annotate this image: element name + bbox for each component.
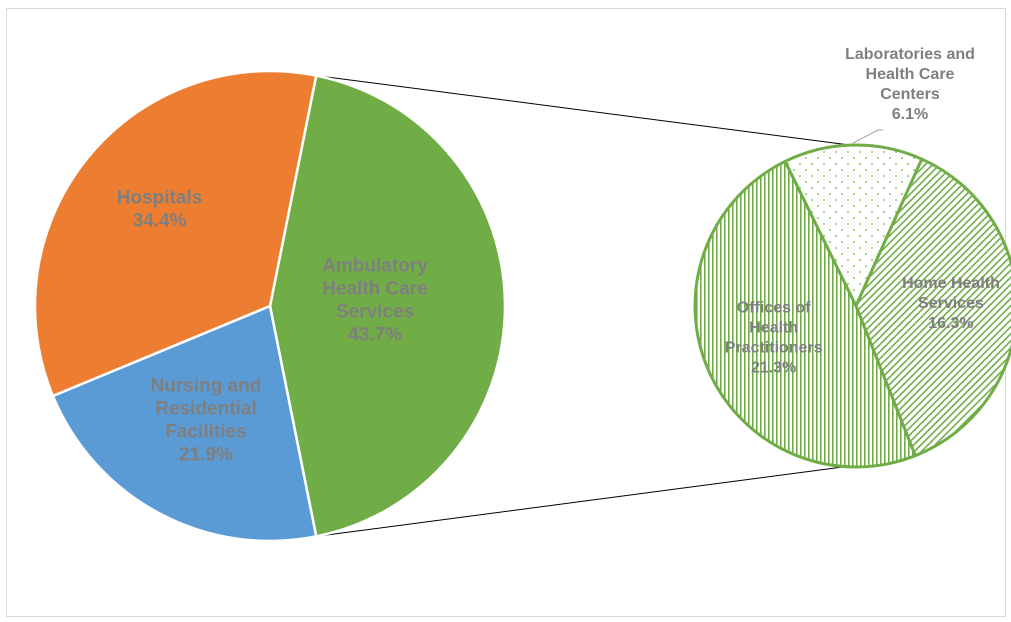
slice-laboratories-and-health-care-centers — [783, 143, 924, 308]
connector-lines — [316, 75, 851, 537]
slice-offices-of-health-practitioners — [693, 159, 917, 469]
data-labels: Ambulatory Health Care Services 43.7% Nursin… — [117, 46, 1000, 465]
label-nursing-and-residential-facilities: Nursing and Residential Facilities 21.9% — [151, 375, 262, 465]
connector-line-bottom — [316, 466, 846, 537]
label-offices-of-health-practitioners: Offices of Health Practitioners 21.3% — [725, 299, 823, 376]
label-laboratories-and-health-care-centers: Laboratories and Health Care Centers 6.1% — [845, 46, 975, 123]
connector-line-top — [316, 75, 851, 146]
sub-pie — [693, 143, 1011, 469]
slice-home-health-services — [854, 157, 1011, 458]
leader-line — [852, 129, 883, 144]
label-ambulatory-health-care-services: Ambulatory Health Care Services 43.7% — [322, 256, 428, 346]
slice-hospitals — [33, 69, 318, 398]
label-hospitals: Hospitals 34.4% — [117, 188, 203, 232]
slice-nursing-and-residential-facilities — [51, 304, 318, 543]
main-pie — [33, 69, 507, 543]
slice-ambulatory-health-care-services — [268, 74, 507, 538]
label-home-health-services: Home Health Services 16.3% — [902, 275, 1000, 332]
